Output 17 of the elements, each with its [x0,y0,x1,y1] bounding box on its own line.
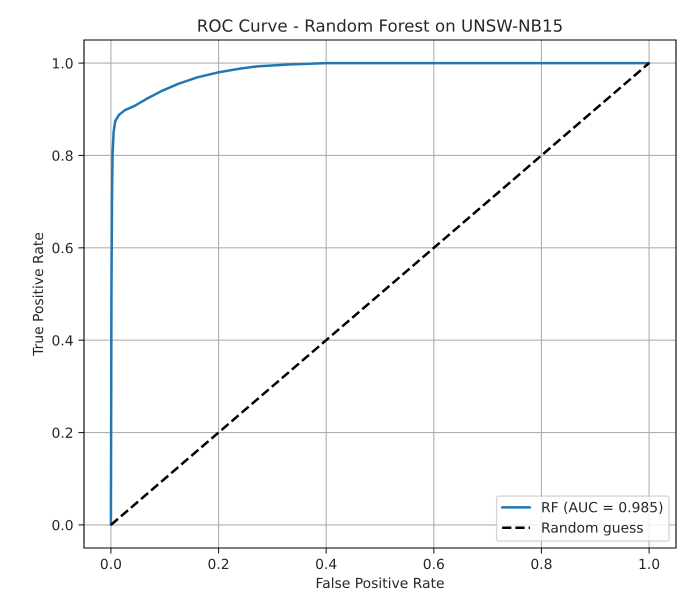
y-axis-title: True Positive Rate [32,232,44,356]
legend-label: RF (AUC = 0.985) [542,502,662,514]
x-tick-label: 0.4 [316,558,336,570]
x-tick-label: 0.0 [100,558,122,570]
y-tick-label: 1.0 [53,58,73,69]
chart-title: ROC Curve - Random Forest on UNSW-NB15 [198,19,562,32]
y-tick-label: 0.0 [52,520,73,530]
x-tick-label: 1.0 [640,558,660,570]
x-tick-label: 0.8 [531,558,552,570]
y-tick-label: 0.2 [52,428,72,438]
legend-label: Random guess [542,522,643,536]
x-tick-label: 0.2 [208,558,228,570]
x-axis-title: False Positive Rate [316,577,444,588]
y-tick-label: 0.6 [52,242,73,254]
x-tick-label: 0.6 [424,558,444,570]
y-tick-label: 0.8 [52,150,73,161]
y-tick-label: 0.4 [52,335,73,346]
